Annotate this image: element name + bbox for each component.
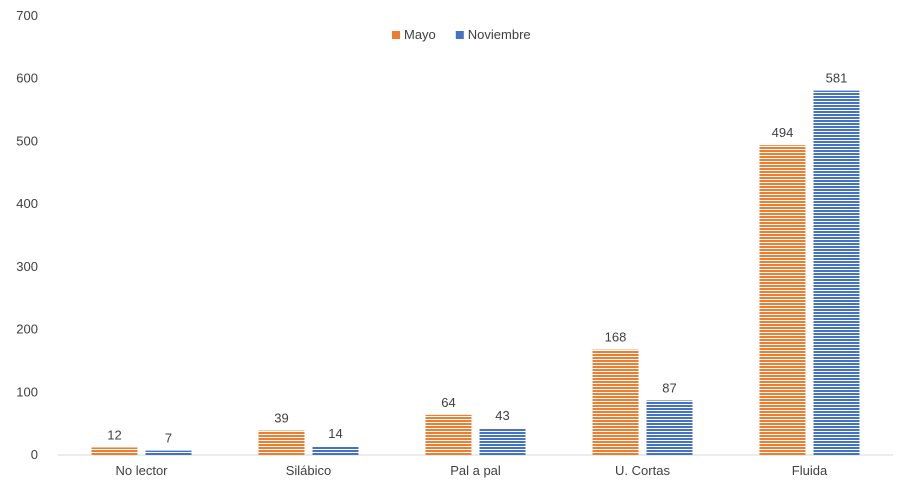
bar-mayo <box>425 414 472 455</box>
data-label: 43 <box>495 408 509 423</box>
legend-item: Mayo <box>392 27 436 42</box>
bar-noviembre <box>145 450 192 455</box>
y-tick-label: 0 <box>31 447 38 462</box>
data-label: 14 <box>328 426 342 441</box>
x-category-label: Silábico <box>286 463 332 478</box>
data-label: 7 <box>165 431 172 446</box>
legend-item: Noviembre <box>455 27 531 42</box>
data-label: 39 <box>274 411 288 426</box>
legend-label: Noviembre <box>468 27 531 42</box>
bars <box>91 90 860 456</box>
y-tick-label: 600 <box>16 71 38 86</box>
legend-swatch <box>392 31 400 39</box>
data-label: 494 <box>772 125 794 140</box>
x-category-label: No lector <box>115 463 168 478</box>
bar-mayo <box>258 430 305 455</box>
bar-noviembre <box>646 400 693 455</box>
x-category-label: Pal a pal <box>450 463 501 478</box>
bar-mayo <box>91 447 138 455</box>
data-labels: 12 7 39 14 64 43 168 87 494 581 <box>107 71 847 446</box>
data-label: 581 <box>826 71 848 86</box>
data-label: 64 <box>441 395 455 410</box>
data-label: 12 <box>107 427 121 442</box>
data-label: 168 <box>605 330 627 345</box>
legend-label: Mayo <box>404 27 436 42</box>
legend: Mayo Noviembre <box>392 27 531 42</box>
bar-noviembre <box>479 428 526 455</box>
data-label: 87 <box>662 380 676 395</box>
y-tick-label: 300 <box>16 259 38 274</box>
y-axis: 0 100 200 300 400 500 600 700 <box>16 8 38 462</box>
x-axis: No lector Silábico Pal a pal U. Cortas Fluid… <box>58 454 893 478</box>
y-tick-label: 400 <box>16 196 38 211</box>
x-category-label: Fluida <box>792 463 828 478</box>
y-tick-label: 700 <box>16 8 38 23</box>
bar-noviembre <box>813 90 860 455</box>
bar-noviembre <box>312 446 359 455</box>
bar-mayo <box>759 145 806 456</box>
legend-swatch <box>455 31 464 39</box>
y-tick-label: 200 <box>16 322 38 337</box>
y-tick-label: 500 <box>16 133 38 148</box>
x-category-label: U. Cortas <box>615 463 670 478</box>
y-tick-label: 100 <box>16 384 38 399</box>
bar-mayo <box>592 349 639 455</box>
